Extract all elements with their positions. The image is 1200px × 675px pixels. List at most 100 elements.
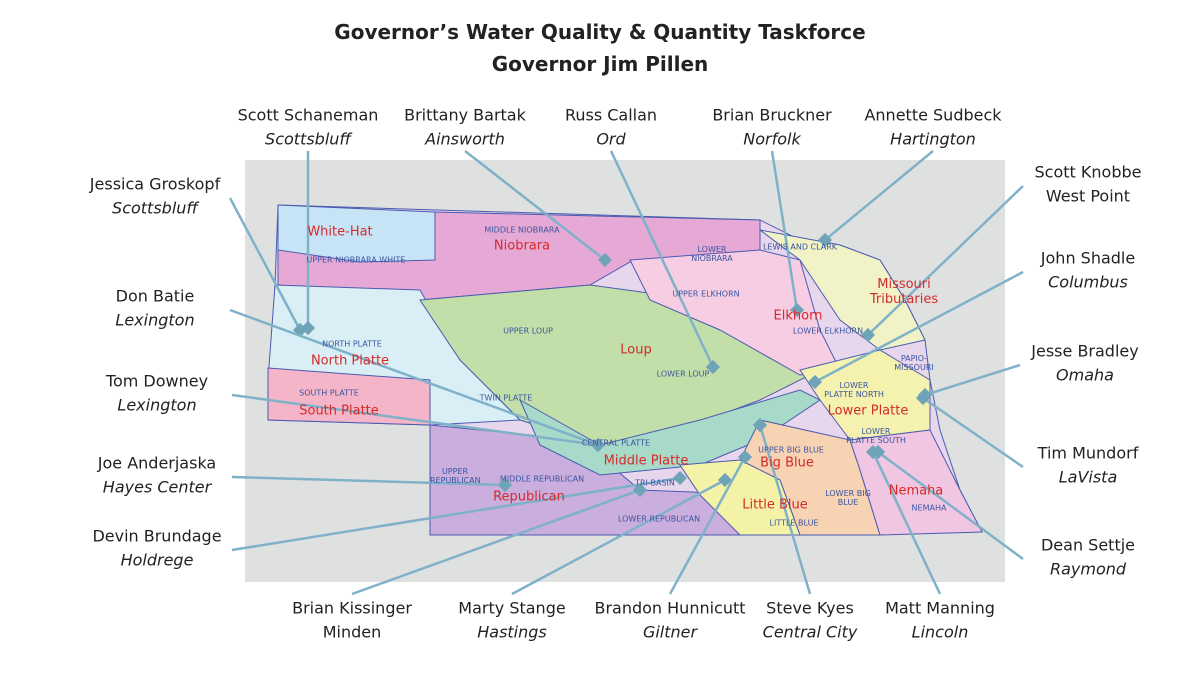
member-name: Devin Brundage — [92, 526, 222, 546]
member-city: Lexington — [115, 310, 195, 330]
leader-line — [814, 270, 1024, 384]
member-city: Omaha — [1056, 365, 1114, 385]
leader-line — [351, 488, 641, 596]
member-marker — [497, 477, 513, 493]
member-city: Ainsworth — [425, 129, 505, 149]
member-name: Scott Knobbe — [1034, 162, 1142, 182]
member-name: Marty Stange — [458, 598, 566, 618]
district-label: North Platte — [310, 353, 390, 369]
district-label: Elkhorn — [773, 308, 823, 324]
member-marker — [752, 417, 768, 433]
leader-line — [871, 451, 942, 595]
member-name: John Shadle — [1040, 248, 1136, 268]
basin-label: UPPER BIG BLUE — [758, 445, 824, 455]
member-name: Dean Settje — [1040, 535, 1136, 555]
leader-line — [770, 150, 799, 311]
basin-label: LITTLE BLUE — [769, 518, 819, 528]
member-city: Giltner — [642, 622, 698, 642]
member-name: Steve Kyes — [766, 598, 854, 618]
member-city: West Point — [1045, 186, 1131, 206]
member-city: Hayes Center — [102, 477, 212, 497]
basin-label: NORTH PLATTE — [322, 339, 382, 349]
member-city: Norfolk — [743, 129, 801, 149]
region-middle-platte — [518, 389, 821, 476]
district-label: Nemaha — [888, 483, 944, 499]
leader-line — [867, 185, 1024, 336]
basin-label: LOWER BIG BLUE — [825, 489, 871, 507]
member-marker — [789, 302, 805, 318]
district-label: Lower Platte — [827, 403, 909, 419]
basin-label: LOWER PLATTE NORTH — [824, 381, 884, 399]
leader-line — [231, 475, 506, 487]
region-little-blue — [679, 459, 801, 536]
member-marker — [632, 482, 648, 498]
leader-line — [609, 150, 715, 368]
leader-lines — [228, 150, 1024, 596]
leader-line — [231, 393, 599, 447]
basin-label: TRI-BASIN — [635, 478, 675, 488]
leader-line — [668, 456, 747, 595]
member-name: Jesse Bradley — [1031, 341, 1139, 361]
leader-line — [229, 308, 599, 447]
member-name: Scott Schaneman — [237, 105, 379, 125]
basin-label: MIDDLE REPUBLICAN — [499, 474, 585, 484]
leader-line — [824, 150, 934, 241]
leader-line — [924, 363, 1021, 397]
member-city: Scottsbluff — [265, 129, 351, 149]
member-name: Brittany Bartak — [404, 105, 526, 125]
member-name: Don Batie — [115, 286, 195, 306]
district-label: Loup — [620, 342, 652, 358]
member-name: Joe Anderjaska — [97, 453, 217, 473]
basin-label: NEMAHA — [911, 503, 947, 513]
region-white-hat — [277, 204, 436, 263]
member-name: Matt Manning — [885, 598, 995, 618]
leader-line — [231, 476, 681, 552]
member-marker — [717, 472, 733, 488]
district-label: White-Hat — [307, 224, 373, 240]
basin-label: MIDDLE NIOBRARA — [484, 225, 560, 235]
member-city: Lexington — [117, 395, 197, 415]
basin-label: SOUTH PLATTE — [299, 388, 359, 398]
district-label: Big Blue — [760, 455, 814, 471]
member-city: Holdrege — [120, 550, 194, 570]
member-name: Tim Mundorf — [1037, 443, 1139, 463]
member-city: Raymond — [1049, 559, 1127, 579]
member-name: Russ Callan — [564, 105, 658, 125]
leader-line — [922, 396, 1024, 469]
member-city: Hastings — [477, 622, 547, 642]
district-label: Niobrara — [493, 238, 551, 254]
member-marker — [597, 252, 613, 268]
member-city: Lincoln — [911, 622, 969, 642]
member-name: Jessica Groskopf — [89, 174, 221, 194]
basin-label: LOWER NIOBRARA — [691, 245, 733, 263]
member-name: Tom Downey — [105, 371, 209, 391]
basin-label: LOWER REPUBLICAN — [617, 514, 701, 524]
member-marker — [817, 232, 833, 248]
member-marker — [865, 444, 881, 460]
district-label: Little Blue — [742, 497, 808, 513]
basin-label: LOWER PLATTE SOUTH — [846, 427, 906, 445]
district-label: Republican — [493, 489, 565, 505]
basin-label: UPPER LOUP — [503, 326, 553, 336]
leader-line — [758, 424, 812, 595]
leader-line — [228, 197, 302, 331]
member-marker — [705, 359, 721, 375]
leader-line — [877, 450, 1024, 561]
district-label: Missouri Tributaries — [869, 277, 939, 307]
member-name: Brian Kissinger — [292, 598, 412, 618]
basin-label: LOWER ELKHORN — [792, 326, 864, 336]
leader-line — [511, 478, 726, 596]
basin-label: UPPER NIOBRARA WHITE — [306, 255, 406, 265]
member-city: Scottsbluff — [112, 198, 198, 218]
member-city: LaVista — [1058, 467, 1118, 487]
member-city: Hartington — [890, 129, 976, 149]
member-city: Ord — [596, 129, 626, 149]
title: Governor’s Water Quality & Quantity Task… — [334, 20, 866, 44]
subtitle: Governor Jim Pillen — [491, 52, 709, 76]
member-city: Columbus — [1048, 272, 1128, 292]
member-name: Brandon Hunnicutt — [594, 598, 746, 618]
basin-label: PAPIO-MISSOURI — [894, 354, 934, 372]
basin-label: LOWER LOUP — [656, 369, 710, 379]
member-marker — [590, 437, 606, 453]
